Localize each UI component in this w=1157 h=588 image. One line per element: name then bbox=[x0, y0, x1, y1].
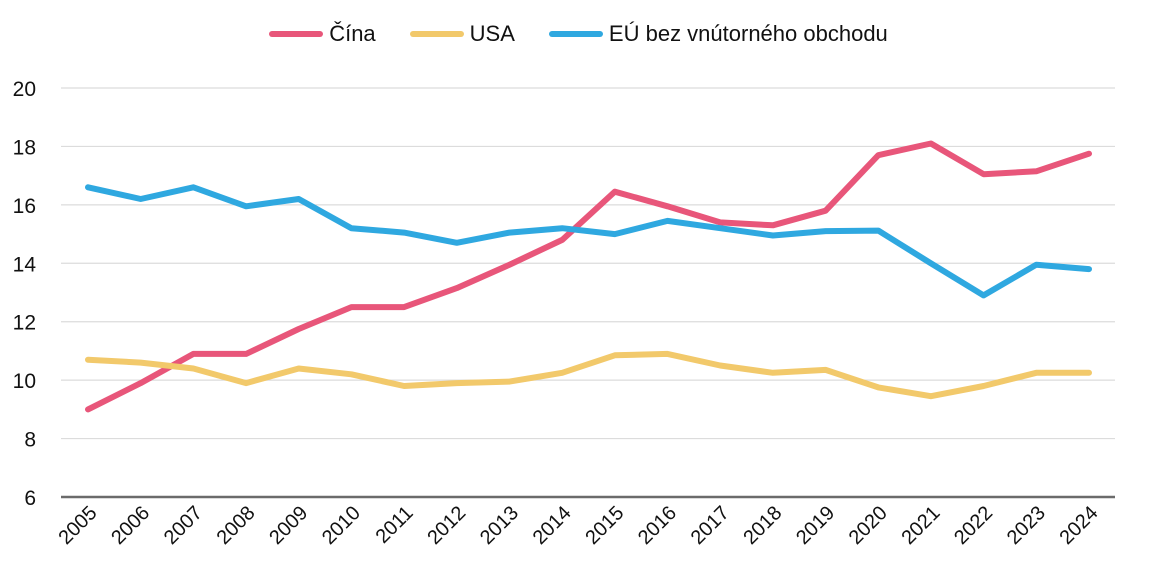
x-tick-label: 2020 bbox=[845, 502, 892, 549]
x-tick-label: 2005 bbox=[55, 502, 102, 549]
legend-item-eu: EÚ bez vnútorného obchodu bbox=[548, 21, 888, 47]
x-tick-label: 2013 bbox=[476, 502, 523, 549]
legend-item-usa: USA bbox=[409, 21, 515, 47]
x-tick-label: 2019 bbox=[792, 502, 839, 549]
x-tick-label: 2008 bbox=[213, 502, 260, 549]
legend-item-china: Čína bbox=[269, 21, 376, 47]
x-axis-ticks: 2005 2006 2007 2008 2009 2010 2011 2012 2013 2014… bbox=[55, 502, 1103, 549]
series-line-eu bbox=[85, 184, 1092, 299]
x-tick-label: 2009 bbox=[265, 502, 312, 549]
x-tick-label: 2007 bbox=[160, 502, 207, 549]
y-tick-label: 12 bbox=[13, 312, 36, 335]
y-tick-label: 18 bbox=[13, 136, 36, 159]
legend: Čína USA EÚ bez vnútorného obchodu bbox=[0, 18, 1157, 50]
y-tick-label: 14 bbox=[13, 253, 37, 276]
y-tick-label: 20 bbox=[13, 78, 36, 101]
x-tick-label: 2011 bbox=[372, 502, 418, 548]
y-tick-label: 8 bbox=[24, 429, 36, 452]
x-tick-label: 2014 bbox=[529, 502, 576, 549]
x-tick-label: 2022 bbox=[950, 502, 997, 549]
x-tick-label: 2015 bbox=[581, 502, 628, 549]
legend-swatch-china bbox=[269, 31, 324, 37]
legend-label-china: Čína bbox=[329, 21, 376, 46]
y-tick-label: 10 bbox=[13, 370, 36, 393]
series-line-china bbox=[85, 140, 1092, 413]
y-axis-ticks: 6 8 10 12 14 16 18 20 bbox=[13, 78, 37, 510]
gridlines bbox=[61, 87, 1115, 499]
x-tick-label: 2023 bbox=[1003, 502, 1050, 549]
x-tick-label: 2021 bbox=[897, 502, 944, 549]
x-tick-label: 2010 bbox=[318, 502, 365, 549]
x-tick-label: 2006 bbox=[107, 502, 154, 549]
series-line-usa bbox=[85, 350, 1092, 400]
x-tick-label: 2018 bbox=[739, 502, 786, 549]
legend-label-usa: USA bbox=[469, 21, 515, 46]
legend-swatch-eu bbox=[548, 31, 603, 37]
series-lines bbox=[85, 140, 1092, 413]
x-tick-label: 2012 bbox=[423, 502, 470, 549]
x-tick-label: 2016 bbox=[634, 502, 681, 549]
x-tick-label: 2017 bbox=[687, 502, 734, 549]
legend-label-eu: EÚ bez vnútorného obchodu bbox=[608, 21, 888, 46]
legend-swatch-usa bbox=[409, 31, 464, 37]
y-tick-label: 6 bbox=[24, 487, 36, 510]
y-tick-label: 16 bbox=[13, 195, 36, 218]
x-tick-label: 2024 bbox=[1056, 502, 1103, 549]
